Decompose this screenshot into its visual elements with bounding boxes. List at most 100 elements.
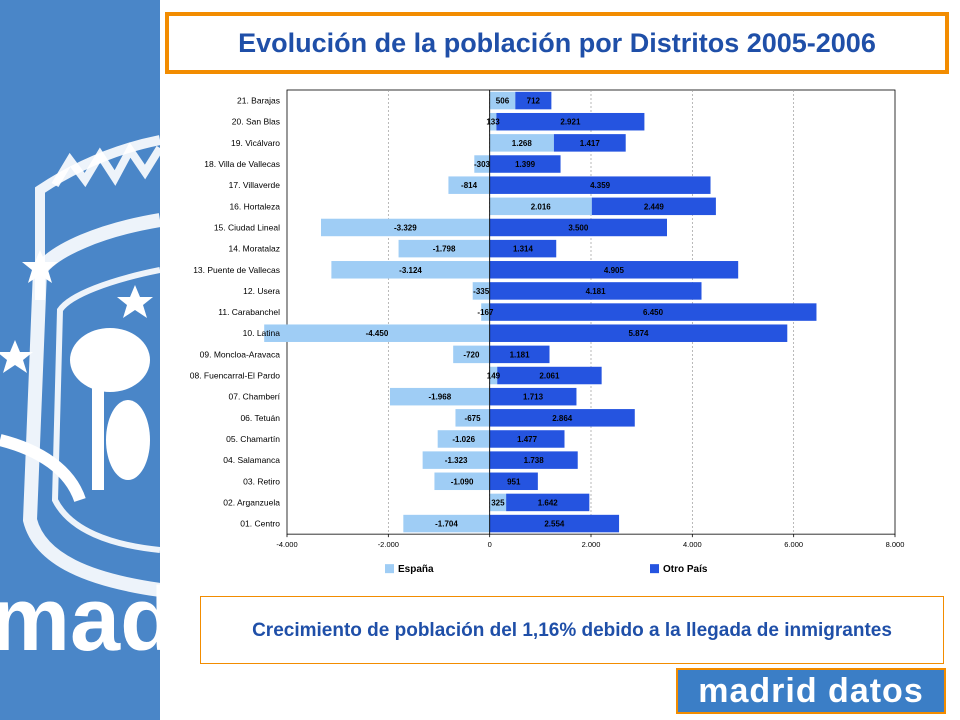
category-label: 06. Tetuán	[240, 413, 280, 423]
shield-inner	[51, 267, 160, 553]
data-label-espana: -1.798	[433, 245, 456, 254]
bar-otro-pais	[506, 493, 590, 512]
data-label-otro-pais: 4.181	[586, 287, 607, 296]
data-label-espana: -3.124	[399, 266, 422, 275]
data-label-espana: 133	[486, 118, 500, 127]
category-label: 18. Villa de Vallecas	[204, 159, 280, 169]
bar-espana	[481, 303, 490, 321]
chart-x-axis: -4.000 -2.000 0 2.000 4.000 6.000 8.000	[276, 90, 904, 549]
bar-espana	[331, 261, 490, 279]
bar-espana	[434, 472, 490, 491]
data-label-otro-pais: 1.642	[538, 498, 559, 507]
data-label-otro-pais: 951	[507, 477, 521, 486]
bar-otro-pais	[489, 155, 561, 173]
category-label: 12. Usera	[243, 286, 280, 296]
x-tick-label: 4.000	[683, 540, 702, 549]
data-label-otro-pais: 1.399	[515, 160, 536, 169]
star-icon	[117, 285, 153, 318]
bar-espana	[320, 218, 490, 237]
bar-otro-pais	[515, 91, 552, 110]
bar-otro-pais	[489, 472, 538, 491]
legend-swatch-espana	[385, 564, 394, 574]
data-label-otro-pais: 1.477	[517, 435, 538, 444]
bar-otro-pais	[553, 134, 626, 152]
data-label-otro-pais: 2.554	[544, 520, 565, 529]
bar-otro-pais	[489, 345, 550, 364]
category-label: 07. Chamberí	[229, 392, 281, 402]
data-label-otro-pais: 1.417	[580, 139, 601, 148]
x-tick-label: 2.000	[582, 540, 601, 549]
bar-espana	[422, 451, 490, 469]
category-label: 11. Carabanchel	[218, 307, 280, 317]
data-label-espana: -1.090	[451, 477, 474, 486]
chart-legend: España Otro País	[385, 564, 708, 575]
bar-otro-pais	[496, 112, 645, 131]
coat-of-arms-watermark: madrid	[0, 135, 160, 670]
data-label-otro-pais: 1.181	[510, 350, 531, 359]
bar-espana	[474, 155, 490, 173]
data-label-espana: -303	[474, 160, 491, 169]
x-tick-label: 8.000	[886, 540, 905, 549]
shield-border-icon	[0, 434, 86, 503]
category-label: 05. Chamartín	[226, 434, 280, 444]
bar-espana	[455, 409, 490, 427]
data-label-otro-pais: 2.921	[560, 118, 581, 127]
data-label-otro-pais: 5.874	[628, 329, 649, 338]
tree-icon	[70, 328, 150, 392]
category-label: 19. Vicálvaro	[231, 138, 280, 148]
star-icon	[22, 250, 58, 283]
chart-bars: 506 712 133 2.921 1.268 1.417 -303 1.399 -814 4.3…	[264, 91, 817, 533]
chart-category-labels: 21. Barajas 20. San Blas 19. Vicálvaro 18. …	[190, 96, 281, 529]
star-icon	[0, 340, 33, 373]
bar-otro-pais	[497, 366, 602, 385]
bear-icon	[106, 400, 150, 480]
bar-otro-pais	[489, 176, 711, 194]
bar-espana	[489, 91, 516, 110]
bar-espana	[448, 176, 490, 194]
bar-otro-pais	[489, 261, 739, 279]
bar-espana	[489, 197, 592, 216]
data-label-otro-pais: 1.314	[513, 245, 534, 254]
bar-espana	[403, 514, 490, 533]
page-title: Evolución de la población por Distritos …	[238, 27, 876, 58]
category-label: 20. San Blas	[232, 117, 280, 127]
x-tick-label: 6.000	[784, 540, 803, 549]
bar-espana	[453, 345, 490, 364]
category-label: 15. Ciudad Lineal	[214, 222, 280, 232]
data-label-espana: -720	[463, 350, 480, 359]
bar-otro-pais	[489, 239, 557, 258]
data-label-espana: -814	[461, 181, 478, 190]
category-label: 03. Retiro	[243, 476, 280, 486]
data-label-espana: 506	[496, 97, 510, 106]
bar-otro-pais	[489, 387, 577, 406]
data-label-espana: 149	[487, 372, 501, 381]
data-label-otro-pais: 2.864	[552, 414, 573, 423]
shield-outline	[22, 213, 160, 597]
category-label: 16. Hortaleza	[229, 201, 280, 211]
bar-espana	[489, 493, 507, 512]
crown-points	[51, 142, 160, 188]
category-label: 21. Barajas	[237, 96, 280, 106]
bar-otro-pais	[489, 514, 620, 533]
crown-outline	[35, 135, 160, 300]
bar-espana	[437, 430, 490, 448]
bar-espana	[398, 239, 490, 258]
category-label: 13. Puente de Vallecas	[193, 265, 280, 275]
population-chart: 506 712 133 2.921 1.268 1.417 -303 1.399 -814 4.3…	[190, 89, 904, 575]
data-label-espana: 2.016	[531, 202, 552, 211]
caption-text: Crecimiento de población del 1,16% debid…	[252, 619, 892, 641]
data-label-espana: -335	[473, 287, 490, 296]
data-label-espana: -1.968	[428, 393, 451, 402]
data-label-espana: -4.450	[366, 329, 389, 338]
bar-otro-pais	[489, 303, 817, 321]
data-label-espana: 1.268	[512, 139, 533, 148]
data-label-espana: -1.026	[452, 435, 475, 444]
bar-otro-pais	[489, 451, 578, 469]
category-label: 09. Moncloa-Aravaca	[200, 349, 281, 359]
bar-otro-pais	[489, 324, 788, 342]
title-box: Evolución de la población por Distritos …	[165, 12, 949, 74]
data-label-espana: -675	[465, 414, 482, 423]
data-label-espana: -167	[477, 308, 494, 317]
data-label-espana: -1.704	[435, 520, 458, 529]
category-label: 01. Centro	[240, 519, 280, 529]
